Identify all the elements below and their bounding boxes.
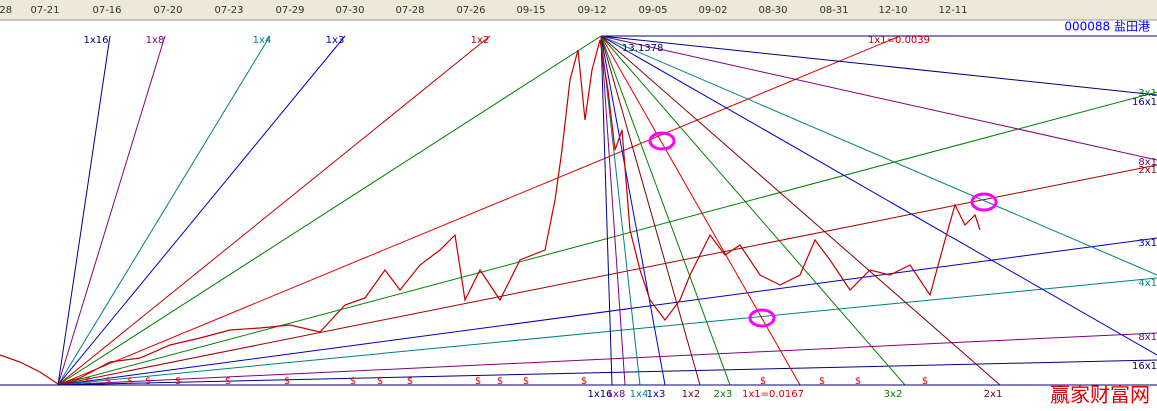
dividend-marker: $ xyxy=(760,376,766,387)
fan-label: 8x1 xyxy=(1138,157,1157,168)
dividend-marker: $ xyxy=(105,376,111,387)
fan-label: 1x16 xyxy=(83,35,108,46)
date-label: 12-11 xyxy=(938,5,967,16)
date-label: 12-10 xyxy=(878,5,907,16)
falling-fan xyxy=(600,35,1157,386)
fan-label: 3x1 xyxy=(1138,238,1157,249)
fan-label: 8x1 xyxy=(1138,332,1157,343)
date-label: 09-05 xyxy=(638,5,667,16)
fan-label: 3x1 xyxy=(1138,88,1157,99)
fan-label: 1x16 xyxy=(587,389,612,400)
fan-label: 1x8 xyxy=(607,389,626,400)
peak-label: 13.1378 xyxy=(622,43,663,54)
date-label: 07-29 xyxy=(275,5,304,16)
date-label: 08-30 xyxy=(758,5,787,16)
highlight-circles xyxy=(648,131,998,328)
fan-label: 1x4 xyxy=(630,389,649,400)
dividend-marker: $ xyxy=(175,376,181,387)
dividend-marker: $ xyxy=(225,376,231,387)
fan-label: 2x1 xyxy=(984,389,1003,400)
fan-label: 3x2 xyxy=(884,389,903,400)
dividend-marker: $ xyxy=(855,376,861,387)
dividend-marker: $ xyxy=(523,376,529,387)
date-label: -28 xyxy=(0,5,12,16)
dividend-marker: $ xyxy=(581,376,587,387)
dividend-marker: $ xyxy=(475,376,481,387)
dividend-marker: $ xyxy=(350,376,356,387)
fan-label: 16x1 xyxy=(1132,361,1157,372)
price-line xyxy=(0,39,981,385)
date-label: 07-20 xyxy=(153,5,182,16)
fan-label: 2x3 xyxy=(714,389,733,400)
dividend-marker: $ xyxy=(284,376,290,387)
fan-label: 1x3 xyxy=(326,35,345,46)
date-label: 09-12 xyxy=(577,5,606,16)
fan-label: 1x3 xyxy=(647,389,666,400)
dividend-marker: $ xyxy=(497,376,503,387)
date-label: 07-21 xyxy=(30,5,59,16)
fan-label: 16x1 xyxy=(1132,97,1157,108)
fan-label: 1x2 xyxy=(682,389,701,400)
date-label: 07-30 xyxy=(335,5,364,16)
date-label: 07-26 xyxy=(456,5,485,16)
dividend-marker: $ xyxy=(377,376,383,387)
rate-label: 1x1=0.0039 xyxy=(868,35,930,46)
dividend-marker: $ xyxy=(145,376,151,387)
fan-label: 1x2 xyxy=(471,35,490,46)
dividend-marker: $ xyxy=(819,376,825,387)
watermark: 赢家财富网 xyxy=(1050,383,1150,407)
fan-label: 1x4 xyxy=(253,35,272,46)
date-label: 07-28 xyxy=(395,5,424,16)
date-label: 09-02 xyxy=(698,5,727,16)
date-label: 09-15 xyxy=(516,5,545,16)
dividend-marker: $ xyxy=(407,376,413,387)
date-strip xyxy=(0,0,1157,20)
fan-label: 1x1=0.0167 xyxy=(742,389,804,400)
date-label: 08-31 xyxy=(819,5,848,16)
symbol: 000088 盐田港 xyxy=(1064,20,1150,34)
fan-label: 4x1 xyxy=(1138,278,1157,289)
fan-label: 1x8 xyxy=(146,35,165,46)
fan-label: 2x1 xyxy=(1138,165,1157,176)
dividend-marker: $ xyxy=(922,376,928,387)
date-label: 07-23 xyxy=(214,5,243,16)
dividend-marker: $ xyxy=(85,376,91,387)
dividend-marker: $ xyxy=(127,376,133,387)
date-label: 07-16 xyxy=(92,5,121,16)
